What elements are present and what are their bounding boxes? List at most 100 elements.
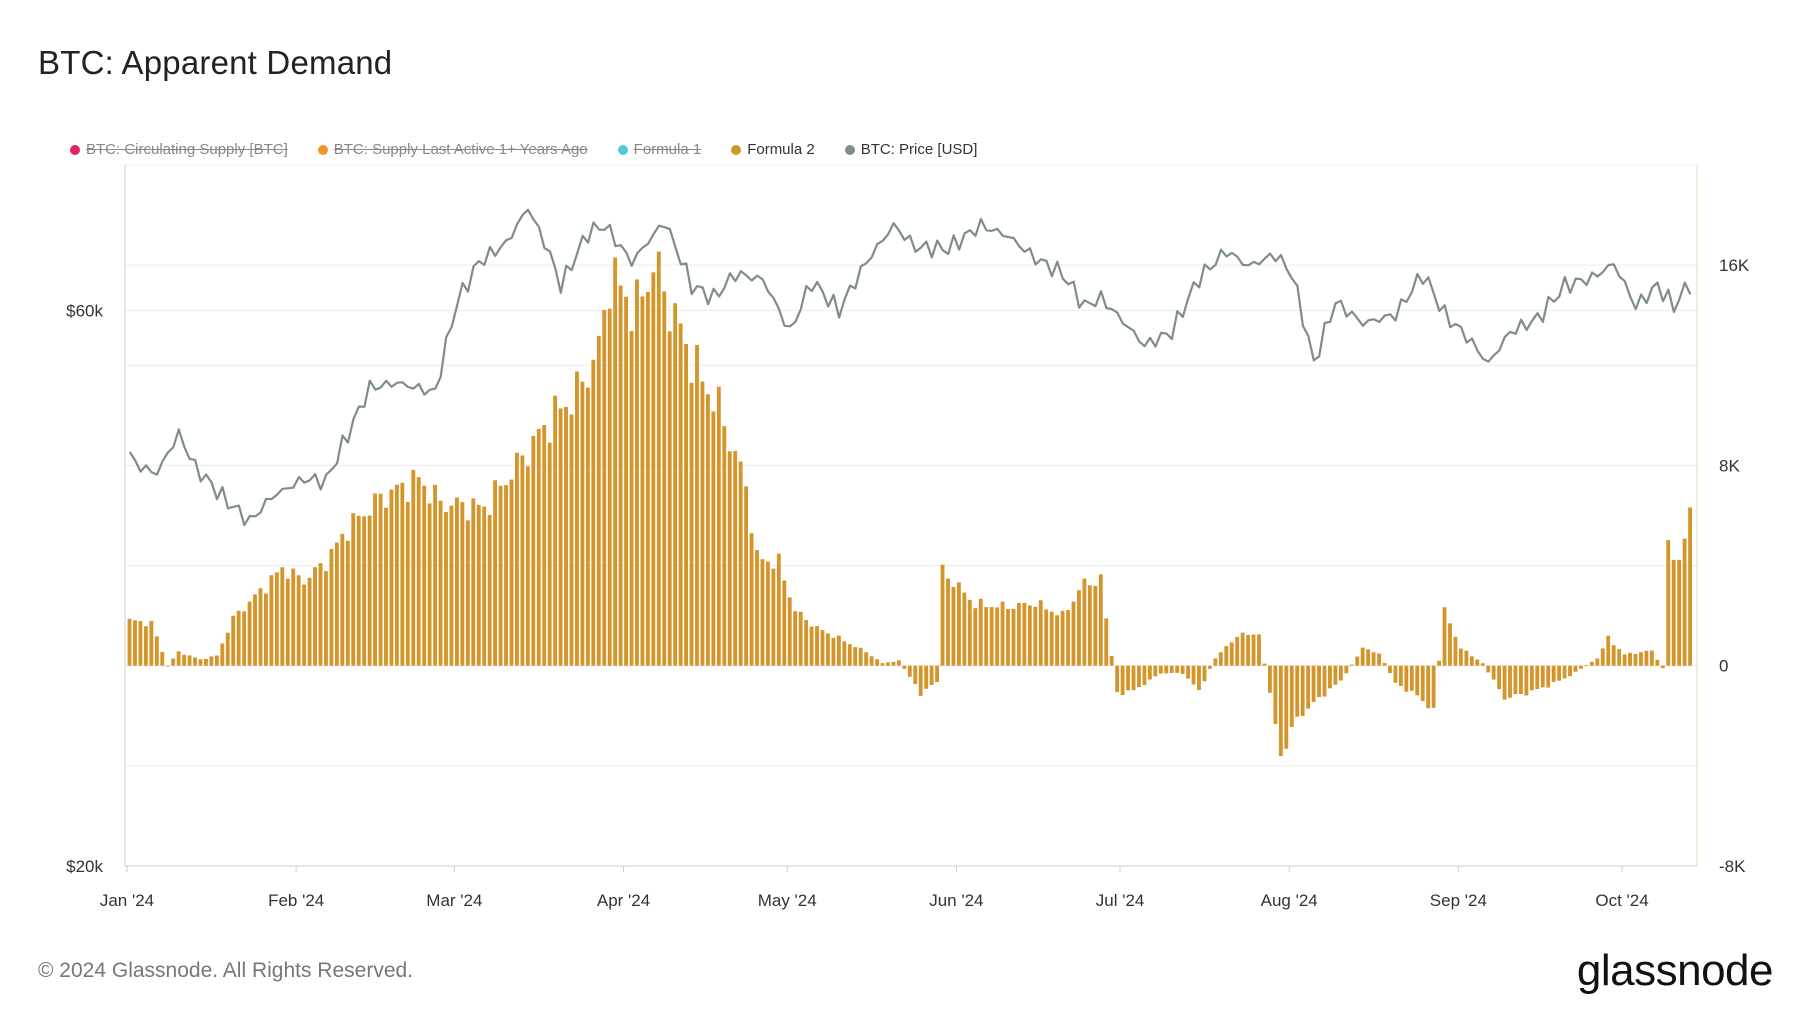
formula-2-bar (1595, 658, 1600, 666)
formula-2-bar (1240, 632, 1245, 666)
formula-2-bar (1360, 647, 1365, 666)
formula-2-bar (1388, 665, 1392, 674)
formula-2-bar (995, 607, 1000, 666)
formula-2-bar (1011, 608, 1016, 666)
formula-2-bar (1666, 540, 1671, 666)
formula-2-bar (504, 485, 508, 666)
legend-item-supply-last-active[interactable]: BTC: Supply Last Active 1+ Years Ago (317, 141, 588, 158)
legend-item-formula-1[interactable]: Formula 1 (617, 141, 701, 158)
formula-2-bar (1344, 665, 1349, 674)
formula-2-bar (1284, 665, 1289, 749)
formula-2-bar (1437, 660, 1442, 666)
formula-2-bar (165, 665, 170, 667)
formula-2-bar (1077, 590, 1081, 666)
formula-2-bar (678, 323, 683, 666)
formula-2-bar (722, 426, 727, 666)
formula-2-bar (1087, 585, 1092, 666)
formula-2-bar (1000, 601, 1005, 666)
formula-2-bar (1508, 665, 1512, 698)
formula-2-bar (847, 644, 852, 666)
x-tick-label: Aug '24 (1261, 891, 1318, 910)
formula-2-bar (738, 461, 743, 666)
formula-2-bar (793, 611, 798, 666)
formula-2-bar (967, 599, 972, 666)
formula-2-bar (1671, 559, 1676, 666)
legend-item-formula-2[interactable]: Formula 2 (731, 141, 815, 158)
legend-item-btc-price[interactable]: BTC: Price [USD] (844, 141, 977, 158)
tick-labels: Jan '24 Feb '24 Mar '24 Apr '24 May '24 Jun '… (66, 256, 1750, 910)
formula-2-bar (214, 655, 219, 666)
formula-2-bar (1153, 665, 1158, 677)
formula-2-bar (422, 485, 427, 666)
formula-2-bar (820, 630, 825, 666)
formula-2-bar (476, 504, 481, 666)
formula-2-bar (1038, 600, 1043, 666)
formula-2-bar (515, 452, 519, 666)
formula-2-bar (264, 593, 268, 666)
formula-2-bar (749, 533, 754, 666)
formula-2-bar (651, 272, 656, 666)
formula-2-bar (1071, 601, 1076, 666)
formula-2-bar (302, 584, 307, 666)
formula-2-bar (946, 578, 950, 666)
formula-2-bar (389, 489, 394, 666)
x-tick-label: Apr '24 (597, 891, 650, 910)
formula-2-bar (1524, 665, 1529, 696)
formula-2-bar (258, 588, 263, 666)
formula-2-bar (798, 611, 803, 666)
formula-2-bar (956, 582, 961, 666)
formula-2-bar (127, 618, 132, 666)
formula-2-bar (1529, 665, 1534, 691)
formula-2-bar (1469, 656, 1474, 666)
formula-2-bar (1491, 665, 1496, 680)
x-tick-label: Feb '24 (268, 891, 324, 910)
formula-2-bar (842, 641, 847, 666)
formula-2-bar (1164, 665, 1169, 674)
formula-2-bar (1197, 665, 1201, 691)
x-tick-label: Sep '24 (1430, 891, 1487, 910)
formula-2-bar (1229, 642, 1234, 666)
formula-2-bar (176, 651, 181, 666)
formula-2-bar (918, 665, 923, 696)
formula-2-bar (274, 572, 279, 666)
formula-2-bar (247, 601, 252, 666)
formula-2-bar (1147, 665, 1152, 680)
formula-2-bar (744, 486, 749, 666)
formula-2-bar (1257, 634, 1261, 666)
formula-2-bar (1246, 634, 1251, 666)
formula-2-bar (1338, 665, 1343, 681)
formula-2-bar (896, 660, 901, 666)
legend-item-circulating-supply[interactable]: BTC: Circulating Supply [BTC] (70, 141, 288, 158)
formula-2-bar (1355, 656, 1360, 666)
formula-2-bar (700, 381, 705, 666)
formula-2-bar (438, 500, 443, 666)
formula-2-bar (831, 637, 836, 666)
formula-2-bar (1579, 665, 1583, 669)
formula-2-bar (602, 309, 607, 666)
formula-2-bar (345, 540, 350, 666)
formula-2-bar (1622, 654, 1627, 666)
formula-2-bar (1120, 665, 1125, 696)
formula-2-bar (1300, 665, 1305, 716)
formula-2-bar (1131, 665, 1136, 691)
formula-2-bar (1393, 665, 1398, 683)
formula-2-bar (760, 559, 765, 666)
formula-2-bar (1093, 585, 1098, 666)
formula-2-bar (569, 414, 574, 666)
formula-2-bar (1311, 665, 1316, 702)
formula-2-bar (640, 296, 645, 666)
btc-price-line (128, 208, 1692, 527)
formula-2-bar (1480, 663, 1485, 666)
formula-2-bar (329, 548, 334, 666)
formula-2-bar (1218, 652, 1223, 666)
formula-2-bar (193, 657, 197, 666)
formula-2-bar (645, 291, 650, 666)
formula-2-bar (225, 632, 230, 666)
legend-dot-formula-1 (617, 144, 628, 155)
axes (124, 165, 1698, 872)
formula-2-bar (1377, 653, 1381, 666)
formula-2-bar (269, 575, 274, 666)
formula-2-bar (662, 291, 667, 666)
formula-2-bar (1104, 618, 1109, 666)
formula-2-bar (1633, 654, 1638, 666)
